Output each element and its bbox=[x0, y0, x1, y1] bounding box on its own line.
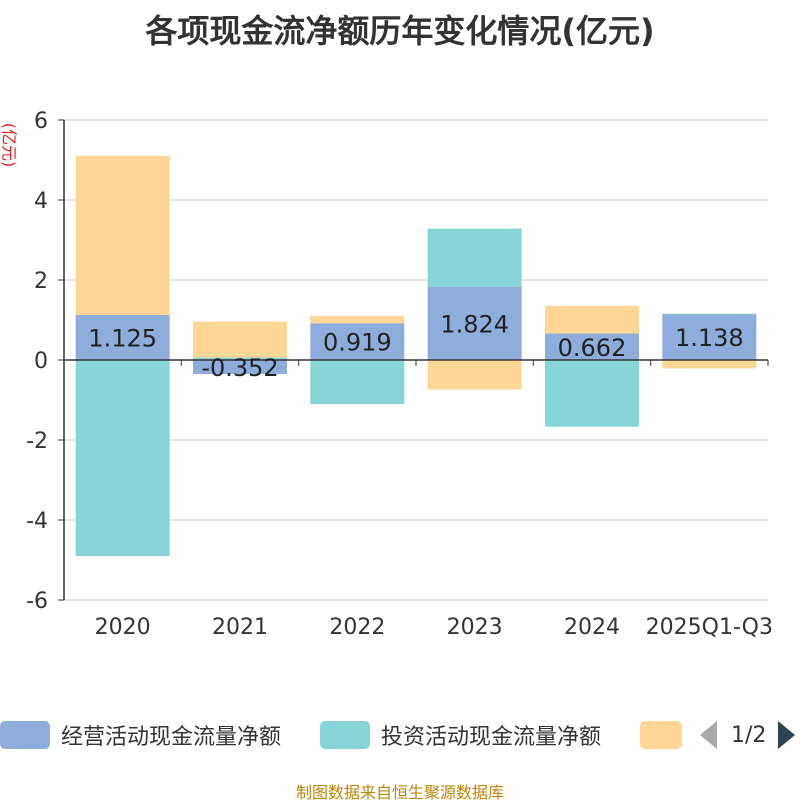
bar-operating-2021 bbox=[193, 360, 287, 375]
x-tick-label-2023: 2023 bbox=[447, 615, 503, 640]
data-label-2020: 1.125 bbox=[88, 325, 157, 353]
y-tick-label: 6 bbox=[34, 109, 48, 134]
data-source-note: 制图数据来自恒生聚源数据库 bbox=[295, 783, 504, 802]
legend-swatch-investing bbox=[320, 721, 370, 749]
legend-label-operating: 经营活动现金流量净额 bbox=[61, 725, 282, 750]
data-labels: 1.125 -0.352 0.919 1.824 0.662 1.138 bbox=[88, 311, 743, 383]
x-tick-label-2024: 2024 bbox=[564, 615, 620, 640]
bars bbox=[75, 155, 757, 556]
bar-financing-2024 bbox=[545, 305, 639, 334]
bar-investing-2020 bbox=[75, 360, 170, 556]
x-tick-label-2025Q1-Q3: 2025Q1-Q3 bbox=[646, 615, 773, 640]
legend-pager: 1/2 bbox=[700, 716, 796, 754]
legend-prev-icon[interactable] bbox=[700, 721, 717, 749]
bar-financing-2020 bbox=[75, 155, 170, 315]
axes: -6 -4 -2 0 2 4 6 2020 2021 2022 2023 2024 2025Q1-Q3 bbox=[26, 109, 773, 640]
legend-item-operating[interactable]: 经营活动现金流量净额 bbox=[0, 716, 281, 754]
y-tick-label: 4 bbox=[34, 189, 48, 214]
y-tick-label: 2 bbox=[34, 269, 48, 294]
bar-investing-2023 bbox=[427, 228, 522, 288]
bar-financing-2025Q1-Q3 bbox=[662, 360, 757, 369]
y-tick-label: -6 bbox=[26, 589, 48, 614]
y-tick-label: -4 bbox=[26, 509, 48, 534]
data-label-2022: 0.919 bbox=[323, 329, 392, 357]
legend-swatch-financing bbox=[640, 721, 682, 749]
y-tick-label: 0 bbox=[34, 349, 48, 374]
bar-investing-2024 bbox=[545, 360, 639, 427]
bar-investing-2021 bbox=[193, 357, 287, 360]
bar-investing-2022 bbox=[310, 360, 405, 404]
bar-operating-2025Q1-Q3 bbox=[662, 314, 757, 360]
bar-investing-2025Q1-Q3 bbox=[662, 313, 757, 315]
grid-lines bbox=[64, 119, 768, 601]
y-tick-label: -2 bbox=[26, 429, 48, 454]
legend: 经营活动现金流量净额 投资活动现金流量净额 bbox=[0, 716, 800, 754]
chart-title: 各项现金流净额历年变化情况(亿元) bbox=[145, 12, 655, 50]
legend-item-financing[interactable] bbox=[640, 716, 682, 754]
data-label-2021: -0.352 bbox=[201, 354, 278, 382]
x-tick-label-2021: 2021 bbox=[212, 615, 268, 640]
bar-financing-2022 bbox=[310, 316, 405, 324]
x-tick-label-2022: 2022 bbox=[329, 615, 385, 640]
y-axis-unit: (亿元) bbox=[0, 122, 19, 168]
bar-operating-2020 bbox=[75, 315, 170, 360]
legend-label-investing: 投资活动现金流量净额 bbox=[381, 725, 602, 750]
bar-financing-2021 bbox=[193, 321, 287, 358]
data-label-2024: 0.662 bbox=[558, 334, 627, 362]
legend-swatch-operating bbox=[0, 721, 50, 749]
bar-operating-2024 bbox=[545, 333, 639, 360]
x-tick-label-2020: 2020 bbox=[95, 615, 151, 640]
bar-operating-2022 bbox=[310, 323, 405, 360]
legend-page-indicator: 1/2 bbox=[731, 722, 767, 748]
legend-next-icon[interactable] bbox=[778, 721, 796, 749]
data-label-2023: 1.824 bbox=[440, 311, 509, 339]
legend-item-investing[interactable]: 投资活动现金流量净额 bbox=[320, 716, 601, 754]
bar-financing-2023 bbox=[427, 360, 522, 390]
bar-operating-2023 bbox=[427, 287, 522, 360]
data-label-2025Q1-Q3: 1.138 bbox=[675, 324, 744, 352]
